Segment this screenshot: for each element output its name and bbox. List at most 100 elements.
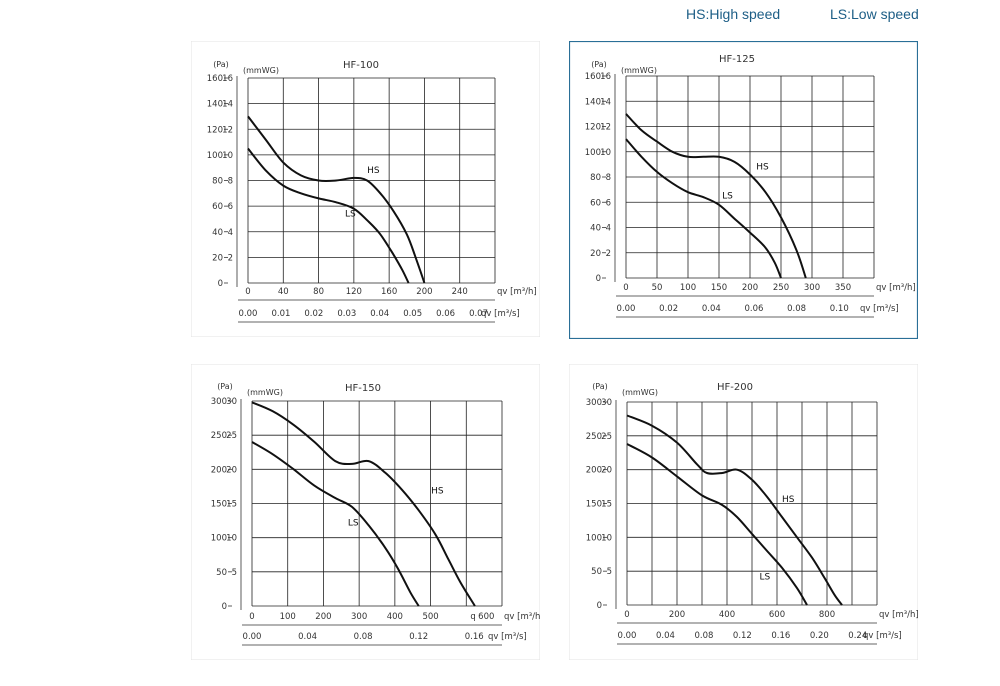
x-tick-m3h: 100 — [280, 612, 296, 622]
x-tick-m3s: 0.04 — [298, 632, 317, 642]
y-tick-pa: 140 — [585, 97, 601, 107]
x-tick-m3h: 400 — [387, 612, 403, 622]
x-tick-m3h: 200 — [315, 612, 331, 622]
x-unit-m3h: qv [m³/h] — [504, 612, 540, 622]
y-tick-mmwg: 16 — [600, 72, 611, 82]
y-tick-pa: 50 — [216, 568, 227, 578]
y-tick-pa: 100 — [585, 148, 601, 158]
y-tick-pa: 100 — [211, 534, 227, 544]
x-unit-m3s: qv [m³/s] — [481, 309, 520, 319]
panel-frame — [190, 40, 541, 338]
chart-hf-200: HF-200(Pa)(mmWG)300250200150100500302520… — [568, 363, 919, 661]
y-tick-pa: 300 — [586, 398, 602, 408]
y-unit-pa: (Pa) — [592, 382, 608, 391]
x-tick-m3s: 0.20 — [810, 631, 829, 641]
x-tick-m3h: 500 — [422, 612, 438, 622]
x-tick-m3s: 0.24 — [848, 631, 867, 641]
y-tick-pa: 160 — [207, 74, 223, 84]
x-tick-m3h: 200 — [669, 610, 685, 620]
y-tick-pa: 200 — [211, 465, 227, 475]
x-tick-m3s: 0.06 — [436, 309, 455, 319]
y-tick-pa: 60 — [212, 202, 223, 212]
series-line-ls — [626, 443, 808, 606]
x-tick-m3s: 0.02 — [659, 304, 678, 314]
curve-label-ls: LS — [348, 518, 359, 528]
x-tick-m3s: 0.01 — [271, 309, 290, 319]
chart-hf-125: HF-125(Pa)(mmWG)160140120100806040200161… — [568, 40, 919, 340]
curve-label-hs: HS — [782, 495, 795, 505]
x-tick-m3h: q — [470, 612, 475, 622]
x-tick-m3h: 50 — [652, 283, 663, 293]
x-tick-m3h: 80 — [313, 287, 324, 297]
chart-hf-100: HF-100(Pa)(mmWG)160140120100806040200161… — [190, 40, 541, 338]
y-tick-pa: 100 — [586, 533, 602, 543]
x-tick-m3h: 0 — [624, 610, 629, 620]
y-tick-mmwg: 10 — [600, 148, 611, 158]
y-tick-mmwg: 14 — [222, 100, 233, 110]
x-tick-m3h: 240 — [452, 287, 468, 297]
y-tick-mmwg: 20 — [226, 465, 237, 475]
x-tick-m3s: 0.04 — [370, 309, 389, 319]
y-tick-pa: 50 — [591, 567, 602, 577]
series-line-hs — [626, 414, 843, 606]
curve-label-hs: HS — [756, 162, 769, 172]
y-tick-pa: 160 — [585, 72, 601, 82]
y-unit-pa: (Pa) — [217, 382, 233, 391]
panel-frame — [190, 363, 541, 661]
y-tick-pa: 80 — [590, 173, 601, 183]
x-tick-m3s: 0.08 — [787, 304, 806, 314]
x-unit-m3s: qv [m³/s] — [863, 631, 902, 641]
x-tick-m3s: 0.10 — [830, 304, 849, 314]
x-tick-m3h: 800 — [819, 610, 835, 620]
y-tick-pa: 60 — [590, 198, 601, 208]
y-tick-pa: 140 — [207, 100, 223, 110]
y-tick-pa: 40 — [212, 228, 223, 238]
x-tick-m3s: 0.00 — [243, 632, 262, 642]
chart-panel-hf-150: HF-150 (Pa) (mmWG) 300 250 200 150 100 50 0 30 25 20… — [190, 363, 544, 661]
y-tick-pa: 20 — [212, 253, 223, 263]
x-tick-m3s: 0.04 — [702, 304, 721, 314]
y-tick-mmwg: 12 — [222, 125, 233, 135]
y-unit-mmwg: (mmWG) — [621, 66, 657, 75]
curve-label-hs: HS — [367, 166, 380, 176]
curve-label-ls: LS — [722, 191, 733, 201]
chart-panel-hf-125: HF-125 (Pa) (mmWG) 160 140 120 100 80 60 40 20 0 16 1… — [568, 40, 919, 340]
x-tick-m3s: 0.07 — [469, 309, 488, 319]
y-tick-mmwg: 25 — [601, 432, 612, 442]
y-unit-pa: (Pa) — [213, 60, 229, 69]
y-tick-pa: 250 — [211, 431, 227, 441]
y-tick-pa: 100 — [207, 151, 223, 161]
y-tick-mmwg: 20 — [601, 466, 612, 476]
y-tick-mmwg: 30 — [601, 398, 612, 408]
y-unit-mmwg: (mmWG) — [243, 66, 279, 75]
series-line-ls — [247, 147, 410, 284]
chart-title: HF-125 — [719, 54, 755, 65]
x-tick-m3s: 0.08 — [354, 632, 373, 642]
series-line-hs — [247, 115, 426, 284]
y-tick-mmwg: 8 — [228, 177, 233, 187]
x-unit-m3s: qv [m³/s] — [488, 632, 527, 642]
y-tick-mmwg: 8 — [606, 173, 611, 183]
x-tick-m3s: 0.16 — [465, 632, 484, 642]
x-tick-m3h: 300 — [804, 283, 820, 293]
x-tick-m3h: 200 — [416, 287, 432, 297]
x-tick-m3h: 100 — [680, 283, 696, 293]
chart-hf-150: HF-150(Pa)(mmWG)300250200150100500302520… — [190, 363, 544, 661]
curve-label-ls: LS — [760, 572, 771, 582]
x-tick-m3h: 600 — [478, 612, 494, 622]
chart-title: HF-100 — [343, 60, 379, 71]
x-tick-m3h: 400 — [719, 610, 735, 620]
x-tick-m3s: 0.05 — [403, 309, 422, 319]
series-line-ls — [251, 441, 420, 607]
x-tick-m3h: 350 — [835, 283, 851, 293]
x-tick-m3s: 0.16 — [771, 631, 790, 641]
y-tick-mmwg: 2 — [606, 249, 611, 259]
y-tick-mmwg: 16 — [222, 74, 233, 84]
y-tick-mmwg: 25 — [226, 431, 237, 441]
curve-label-hs: HS — [431, 486, 444, 496]
y-tick-pa: 300 — [211, 397, 227, 407]
x-tick-m3h: 200 — [742, 283, 758, 293]
x-tick-m3s: 0.00 — [618, 631, 637, 641]
y-tick-pa: 120 — [585, 123, 601, 133]
y-tick-mmwg: 4 — [606, 224, 611, 234]
